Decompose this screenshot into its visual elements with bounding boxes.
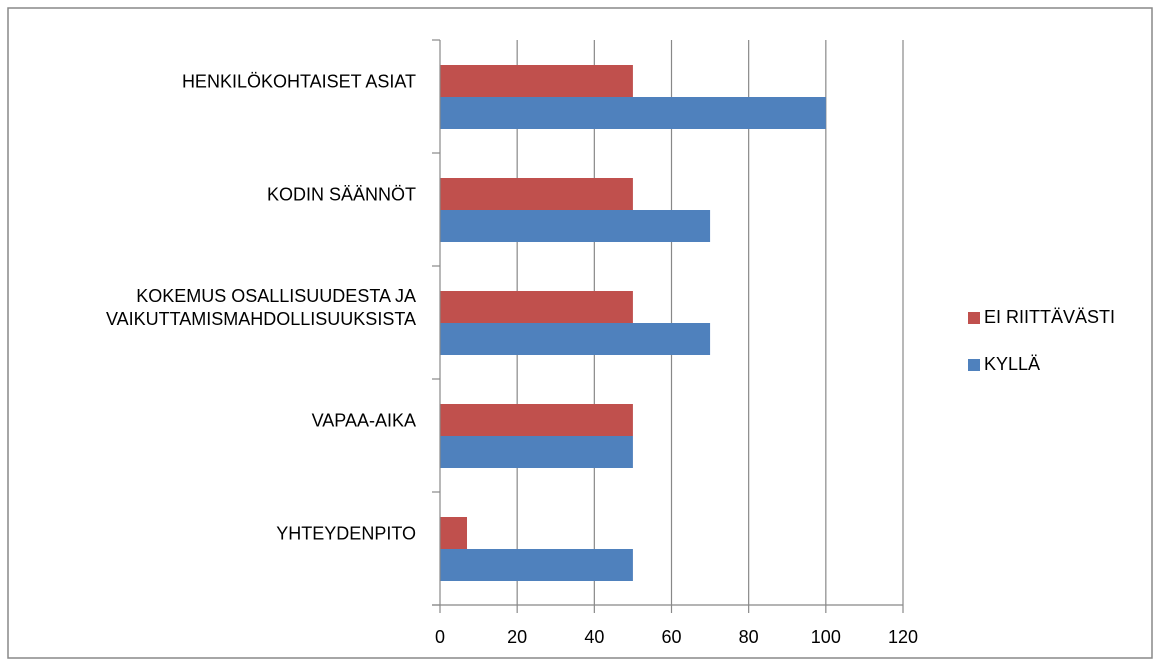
bar xyxy=(440,517,468,549)
chart-border xyxy=(7,7,1153,659)
y-tick-label: VAPAA-AIKA xyxy=(311,410,416,431)
bar xyxy=(440,549,633,581)
y-tick-label: KODIN SÄÄNNÖT xyxy=(266,184,416,205)
bar xyxy=(440,65,633,97)
legend-label: KYLLÄ xyxy=(984,354,1040,374)
y-tick-label: KOKEMUS OSALLISUUDESTA JA VAIKUTTAMISMAH… xyxy=(105,286,416,329)
x-tick-label: 100 xyxy=(811,627,841,647)
bar xyxy=(440,436,633,468)
y-tick-label: YHTEYDENPITO xyxy=(276,523,416,544)
bar xyxy=(440,210,711,242)
x-tick-label: 120 xyxy=(888,627,918,647)
bar xyxy=(440,97,826,129)
x-tick-label: 20 xyxy=(507,627,527,647)
bar xyxy=(440,291,633,323)
x-tick-label: 0 xyxy=(435,627,445,647)
legend-swatch xyxy=(968,312,980,324)
legend-label: EI RIITTÄVÄSTI xyxy=(984,307,1115,327)
bar xyxy=(440,323,711,355)
x-tick-label: 80 xyxy=(739,627,759,647)
legend-swatch xyxy=(968,359,980,371)
bar xyxy=(440,404,633,436)
y-tick-label: HENKILÖKOHTAISET ASIAT xyxy=(181,71,416,92)
x-tick-label: 40 xyxy=(584,627,604,647)
bar xyxy=(440,178,633,210)
x-tick-label: 60 xyxy=(661,627,681,647)
